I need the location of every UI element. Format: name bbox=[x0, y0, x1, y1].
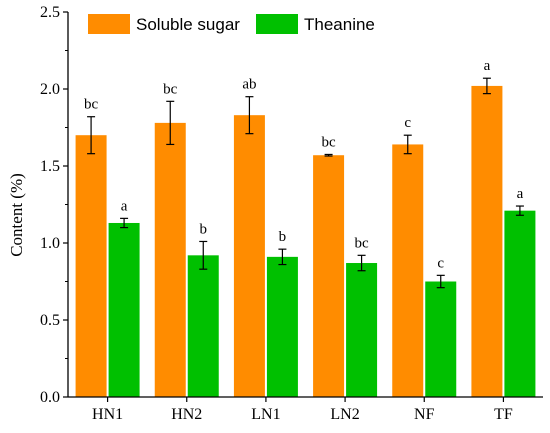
error-bar bbox=[515, 205, 524, 216]
bar-theanine-nf bbox=[425, 281, 457, 397]
y-axis-title: Content (%) bbox=[7, 173, 26, 257]
error-bar bbox=[278, 248, 287, 266]
y-tick-label: 2.5 bbox=[40, 4, 60, 21]
error-bar bbox=[482, 77, 491, 95]
legend-swatch bbox=[256, 14, 298, 34]
error-bar bbox=[324, 153, 333, 157]
error-bar bbox=[245, 96, 254, 135]
x-tick-label: HN1 bbox=[92, 406, 123, 423]
bar-soluble-sugar-hn2 bbox=[154, 122, 186, 397]
significance-letter: ab bbox=[242, 77, 256, 93]
significance-letter: b bbox=[279, 229, 287, 245]
x-tick-label: TF bbox=[494, 406, 513, 423]
legend-label: Theanine bbox=[304, 15, 375, 34]
bar-soluble-sugar-ln2 bbox=[313, 155, 345, 397]
x-tick-label: HN2 bbox=[171, 406, 202, 423]
bar-soluble-sugar-ln1 bbox=[233, 115, 265, 398]
legend-swatch bbox=[88, 14, 130, 34]
x-tick-label: LN2 bbox=[330, 406, 359, 423]
significance-letter: b bbox=[200, 221, 208, 237]
significance-letter: bc bbox=[84, 97, 99, 113]
y-tick-label: 1.5 bbox=[40, 158, 60, 175]
error-bar bbox=[87, 116, 96, 155]
bar-soluble-sugar-nf bbox=[392, 144, 424, 397]
y-tick-label: 0.0 bbox=[40, 389, 60, 406]
bar-soluble-sugar-hn1 bbox=[75, 135, 107, 397]
y-tick-label: 1.0 bbox=[40, 235, 60, 252]
bar-theanine-ln1 bbox=[266, 256, 298, 397]
bar-theanine-ln2 bbox=[346, 263, 378, 397]
y-tick-label: 0.5 bbox=[40, 312, 60, 329]
error-bar bbox=[357, 254, 366, 272]
x-tick-label: NF bbox=[414, 406, 435, 423]
significance-letter: a bbox=[484, 58, 491, 74]
significance-letter: bc bbox=[354, 235, 369, 251]
y-tick-label: 2.0 bbox=[40, 81, 60, 98]
error-bar bbox=[199, 240, 208, 270]
bar-soluble-sugar-tf bbox=[471, 85, 503, 398]
significance-letter: a bbox=[517, 186, 524, 202]
legend: Soluble sugar Theanine bbox=[88, 14, 375, 34]
significance-letter: bc bbox=[163, 81, 178, 97]
bar-theanine-hn1 bbox=[108, 222, 140, 397]
error-bar bbox=[403, 134, 412, 155]
error-bar bbox=[436, 274, 445, 289]
x-tick-label: LN1 bbox=[251, 406, 280, 423]
bar-theanine-tf bbox=[504, 210, 536, 397]
error-bar bbox=[120, 217, 129, 229]
significance-letter: c bbox=[404, 115, 411, 131]
significance-letter: a bbox=[121, 198, 128, 214]
significance-letter: bc bbox=[321, 134, 336, 150]
significance-letter: c bbox=[437, 255, 444, 271]
bar-theanine-hn2 bbox=[187, 255, 219, 397]
plot-area: bc a bc b ab b bc bc c c a a 0.0 0.5 1.0 1.5 2.0 2.5 HN1 HN… bbox=[40, 4, 543, 423]
legend-label: Soluble sugar bbox=[136, 15, 240, 34]
error-bar bbox=[166, 100, 175, 146]
